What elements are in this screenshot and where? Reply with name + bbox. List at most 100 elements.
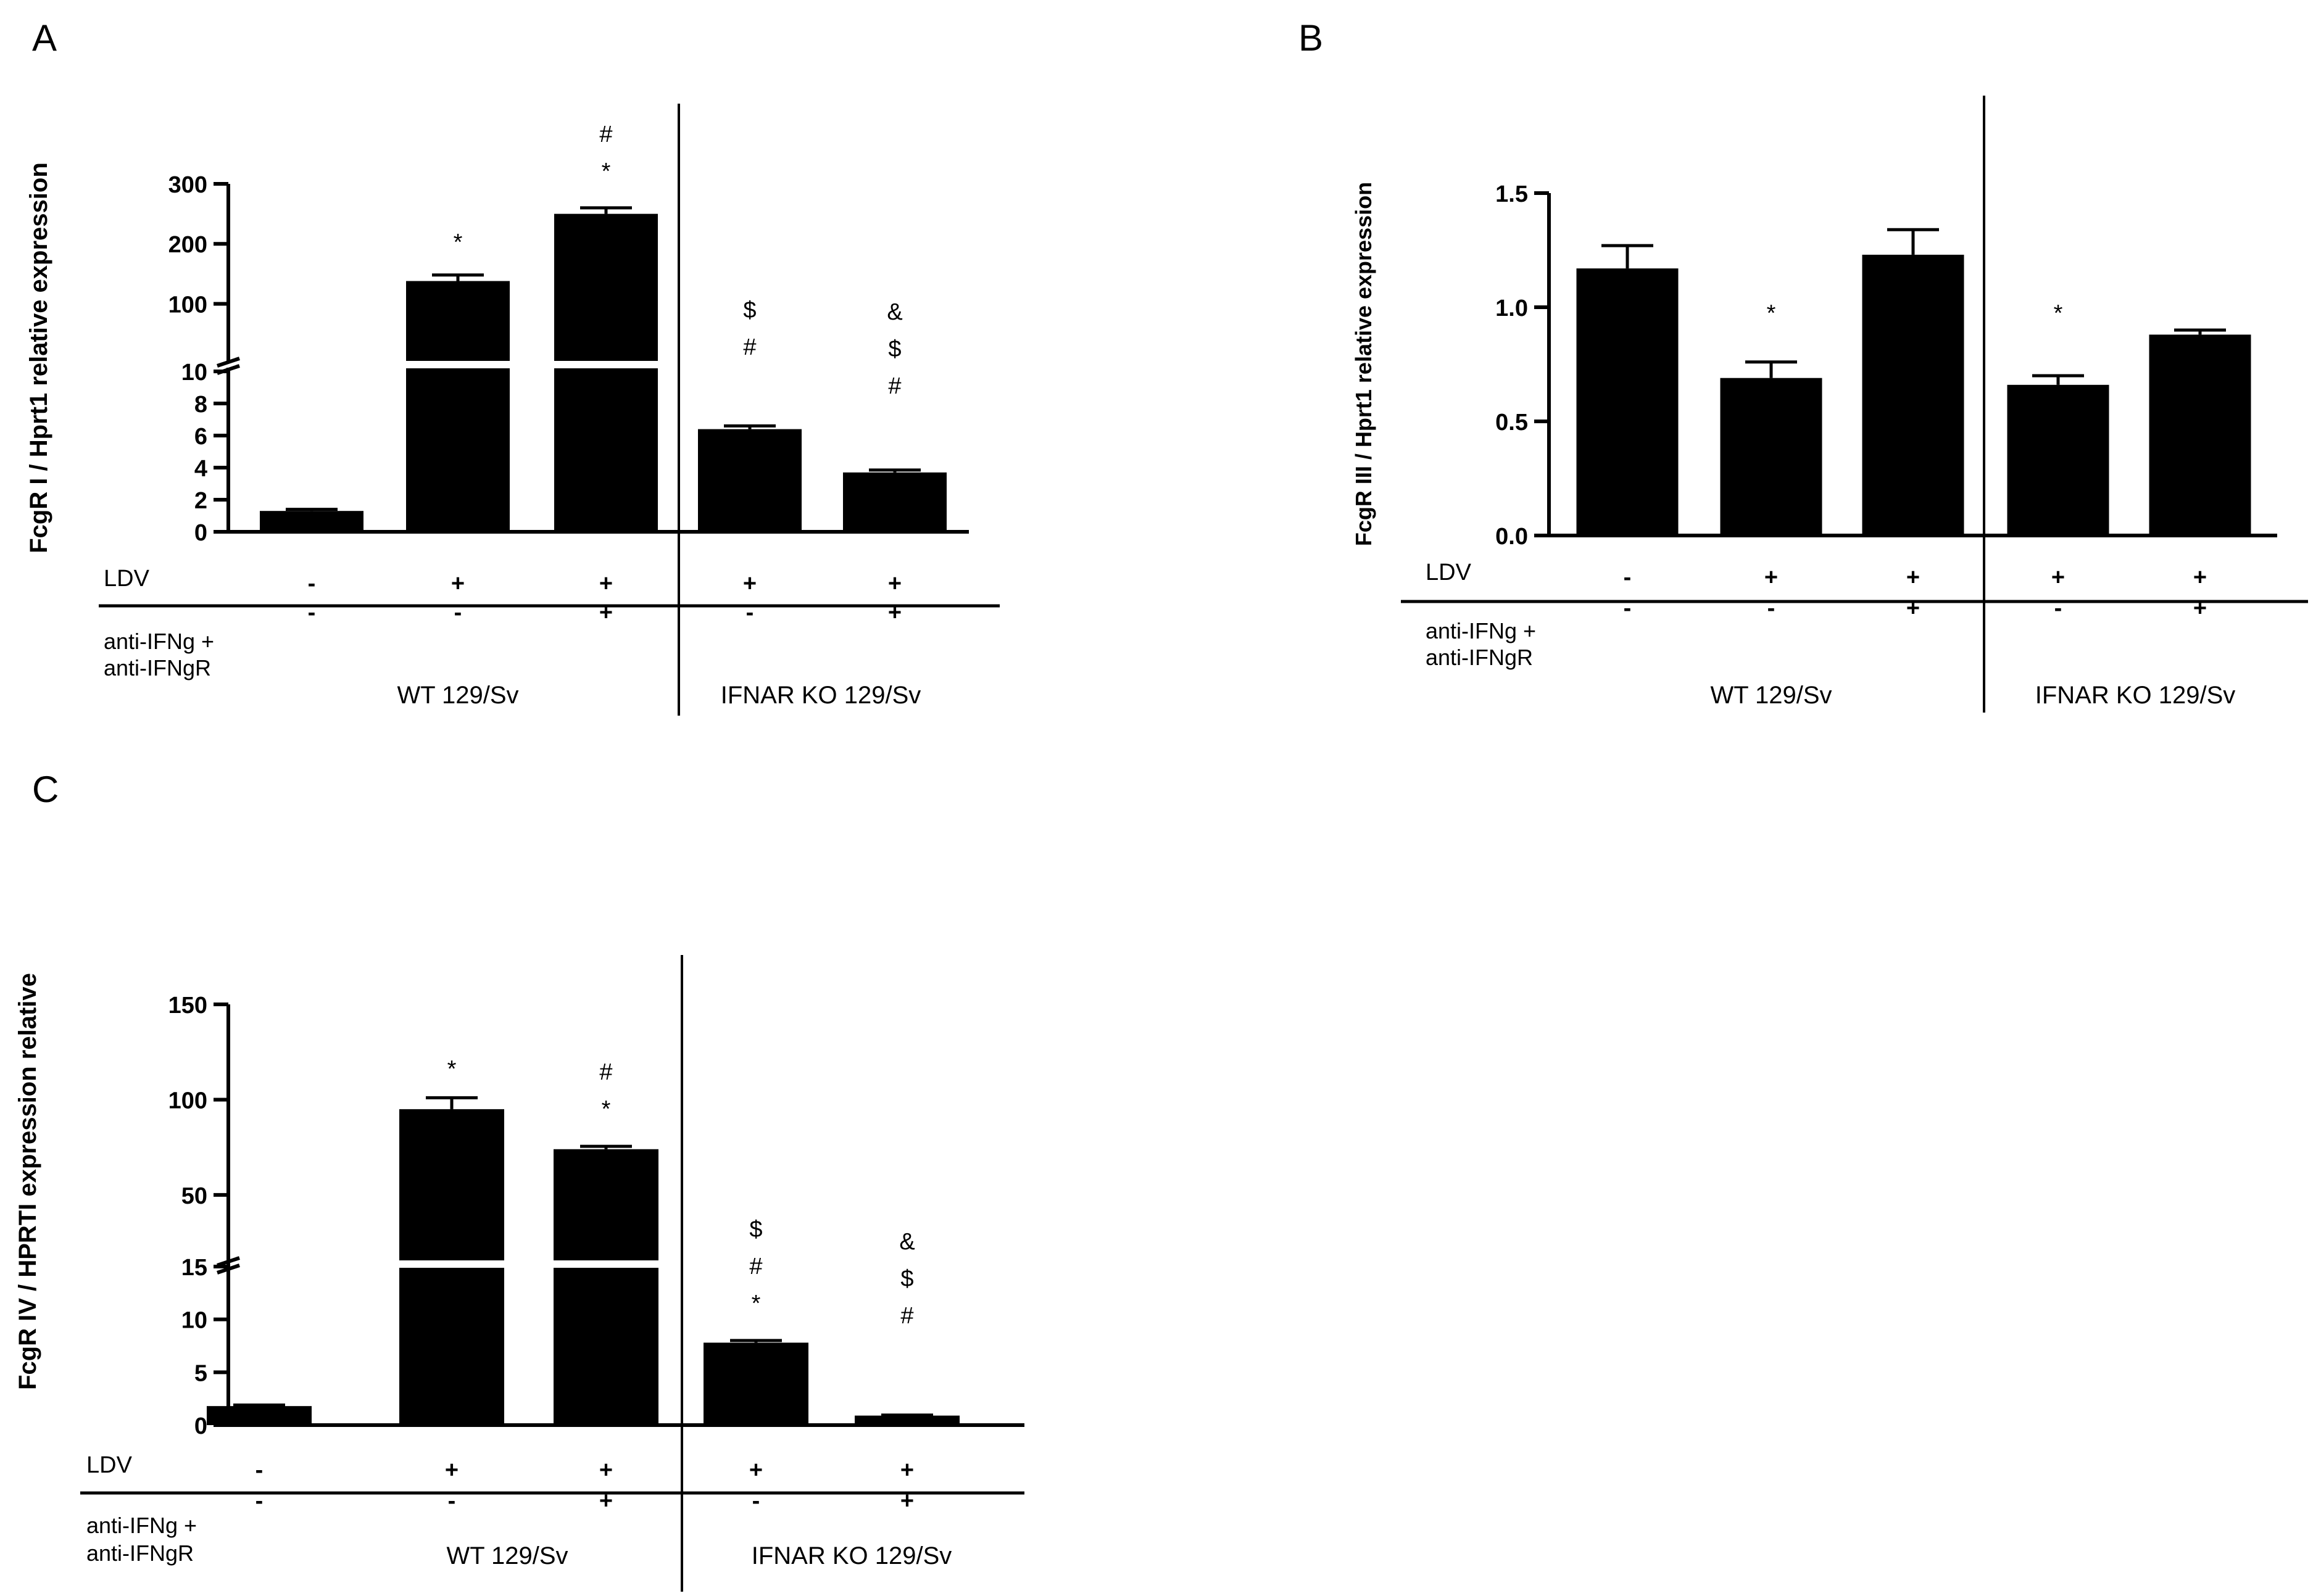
bar	[2149, 334, 2251, 535]
panel-c-letter: C	[32, 769, 59, 810]
significance-mark: $	[888, 336, 901, 362]
ldv-sign: +	[749, 1457, 763, 1483]
axis-break-mark	[217, 1256, 240, 1267]
y-tick-label: 1.0	[1495, 296, 1528, 321]
treatment-sign: -	[2054, 595, 2062, 621]
ldv-sign: -	[1624, 564, 1632, 590]
significance-mark: $	[749, 1217, 762, 1242]
bar	[1576, 268, 1679, 535]
treatment-row-label: anti-IFNg +	[1426, 618, 1536, 643]
y-axis-label: FcgR IV / HPRTI expression relative	[14, 973, 41, 1390]
significance-mark: #	[599, 122, 612, 147]
y-tick-label: 4	[194, 456, 207, 482]
treatment-sign: -	[1767, 595, 1775, 621]
significance-mark: #	[743, 334, 756, 360]
treatment-sign: -	[308, 600, 316, 626]
bar	[704, 1342, 808, 1425]
bar-break-gap	[552, 1260, 660, 1268]
y-tick-label: 300	[168, 172, 207, 198]
bar	[554, 1149, 658, 1425]
significance-mark: #	[749, 1254, 762, 1280]
treatment-row-label: anti-IFNgR	[104, 655, 211, 680]
ldv-sign: +	[2193, 564, 2207, 590]
y-tick-label: 0	[194, 520, 207, 546]
panel-b-chart: B 0.0 0.5 1.0 1.5 FcgR III / Hprt1 relative …	[1298, 17, 2308, 713]
y-tick-label: 0.0	[1495, 524, 1528, 550]
bar	[855, 1415, 960, 1425]
treatment-sign: -	[1624, 595, 1632, 621]
significance-mark: *	[602, 1096, 611, 1122]
ldv-sign: +	[2051, 564, 2065, 590]
bar	[207, 1406, 312, 1425]
panel-c-chart: C 0 5 10 15 50 100 150 FcgR IV / HPRTI expressi…	[14, 769, 1024, 1592]
ldv-sign: +	[743, 571, 757, 597]
ldv-sign: +	[900, 1457, 914, 1483]
bar	[843, 472, 947, 532]
y-tick-label: 10	[181, 360, 207, 386]
significance-mark: #	[900, 1303, 913, 1329]
group-label: IFNAR KO 129/Sv	[721, 682, 921, 709]
significance-mark: *	[1767, 300, 1776, 326]
y-tick-label: 0.5	[1495, 410, 1528, 436]
y-axis-label: FcgR I / Hprt1 relative expression	[25, 162, 52, 553]
ldv-sign: -	[255, 1457, 264, 1483]
significance-mark: *	[454, 229, 463, 255]
y-tick-label: 0	[194, 1413, 207, 1439]
panel-b-letter: B	[1298, 17, 1323, 59]
treatment-sign: -	[454, 600, 462, 626]
y-tick-label: 50	[181, 1183, 207, 1209]
treatment-sign: +	[888, 600, 902, 626]
significance-mark: $	[743, 297, 756, 323]
group-label: WT 129/Sv	[397, 682, 518, 709]
y-tick-label: 15	[181, 1255, 207, 1281]
bar	[1862, 254, 1964, 535]
ldv-row-label: LDV	[1426, 560, 1472, 585]
y-tick-label: 8	[194, 392, 207, 418]
bar	[2007, 384, 2109, 535]
significance-mark: &	[899, 1229, 915, 1255]
y-tick-label: 1.5	[1495, 181, 1528, 207]
significance-mark: *	[602, 159, 611, 184]
significance-mark: *	[447, 1056, 457, 1082]
y-axis-label: FcgR III / Hprt1 relative expression	[1351, 182, 1376, 546]
group-label: WT 129/Sv	[446, 1542, 568, 1569]
y-tick-label: 200	[168, 232, 207, 258]
significance-mark: *	[752, 1291, 761, 1317]
ldv-sign: +	[1764, 564, 1778, 590]
panel-a-letter: A	[32, 17, 57, 59]
group-label: IFNAR KO 129/Sv	[752, 1542, 952, 1569]
ldv-row-label: LDV	[104, 566, 150, 592]
group-label: IFNAR KO 129/Sv	[2035, 682, 2236, 709]
bar	[260, 511, 363, 532]
bar	[554, 213, 658, 532]
bar	[698, 429, 802, 532]
y-tick-label: 10	[181, 1308, 207, 1334]
ldv-sign: +	[599, 1457, 613, 1483]
bar	[1720, 378, 1822, 535]
significance-mark: #	[888, 373, 901, 399]
ldv-sign: +	[445, 1457, 459, 1483]
treatment-row-label: anti-IFNgR	[86, 1540, 194, 1566]
axis-break-mark	[217, 357, 240, 368]
significance-mark: *	[2054, 300, 2063, 326]
ldv-sign: +	[888, 571, 902, 597]
ldv-sign: +	[1906, 564, 1920, 590]
significance-mark: #	[599, 1059, 612, 1085]
ldv-row-label: LDV	[86, 1452, 133, 1478]
y-tick-label: 2	[194, 488, 207, 514]
bar-break-gap	[398, 1260, 505, 1268]
bar	[406, 281, 510, 532]
treatment-sign: +	[599, 600, 613, 626]
ldv-sign: +	[451, 571, 465, 597]
ldv-sign: +	[599, 571, 613, 597]
treatment-row-label: anti-IFNg +	[104, 629, 214, 654]
y-tick-label: 5	[194, 1360, 207, 1386]
significance-mark: $	[900, 1266, 913, 1292]
treatment-sign: +	[1906, 595, 1920, 621]
treatment-sign: +	[2193, 595, 2207, 621]
y-tick-label: 150	[168, 993, 207, 1019]
treatment-row-label: anti-IFNgR	[1426, 645, 1533, 670]
y-tick-label: 100	[168, 1088, 207, 1114]
bar-break-gap	[553, 361, 659, 368]
panel-a-chart: A 0 2 4 6 8 10 100 200 300 FcgR I / Hprt1 relativ…	[25, 17, 1000, 716]
